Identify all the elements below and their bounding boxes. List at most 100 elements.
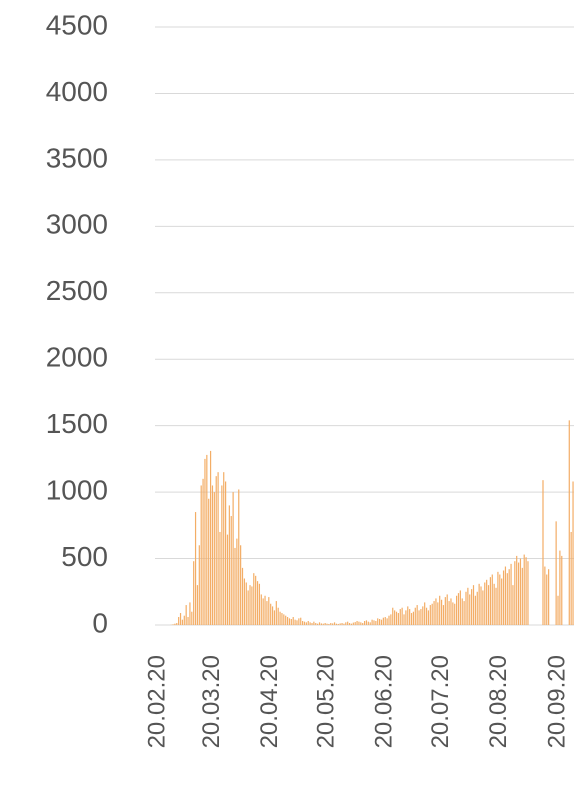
bar bbox=[559, 550, 561, 625]
bar bbox=[356, 621, 358, 625]
bar bbox=[236, 538, 238, 625]
bar bbox=[187, 617, 189, 625]
bar bbox=[395, 611, 398, 625]
bar bbox=[519, 558, 522, 625]
bar bbox=[307, 621, 309, 625]
y-tick-label: 1000 bbox=[46, 475, 108, 506]
bar bbox=[294, 619, 296, 625]
bar bbox=[487, 585, 490, 625]
bar bbox=[172, 624, 174, 625]
bar bbox=[362, 623, 364, 625]
bar bbox=[572, 481, 574, 625]
bar bbox=[234, 547, 236, 625]
bar bbox=[501, 578, 503, 625]
bar bbox=[286, 617, 289, 625]
bar bbox=[208, 498, 210, 625]
bar bbox=[463, 601, 465, 625]
bar bbox=[474, 595, 476, 625]
bar bbox=[194, 512, 197, 625]
bar bbox=[429, 605, 431, 625]
bar bbox=[256, 581, 259, 625]
bar bbox=[191, 611, 193, 625]
bar bbox=[318, 622, 321, 625]
bar bbox=[350, 623, 353, 625]
bar bbox=[328, 623, 330, 625]
bar bbox=[279, 611, 281, 625]
bar bbox=[450, 598, 452, 625]
bar bbox=[174, 623, 176, 625]
bar bbox=[198, 545, 200, 625]
bar bbox=[200, 485, 202, 625]
bar bbox=[527, 561, 529, 625]
bar bbox=[517, 562, 520, 625]
bar bbox=[179, 613, 182, 625]
bar bbox=[255, 575, 257, 625]
bar bbox=[512, 585, 514, 625]
bar bbox=[548, 569, 550, 625]
bar bbox=[425, 607, 428, 625]
bar bbox=[202, 478, 204, 625]
bar bbox=[407, 606, 409, 625]
bar bbox=[523, 554, 525, 625]
bar bbox=[502, 570, 505, 625]
bar bbox=[497, 571, 499, 625]
bar bbox=[482, 590, 484, 625]
bar bbox=[401, 607, 403, 625]
bar bbox=[371, 619, 373, 625]
bar bbox=[332, 623, 334, 625]
bar bbox=[225, 481, 227, 625]
bar bbox=[363, 621, 366, 625]
bar bbox=[185, 605, 187, 625]
bar bbox=[311, 623, 313, 625]
bar bbox=[283, 614, 285, 625]
bar bbox=[480, 586, 482, 625]
bar bbox=[275, 601, 277, 625]
bar bbox=[382, 617, 384, 625]
bar bbox=[439, 595, 441, 625]
bar bbox=[266, 601, 268, 625]
bar bbox=[183, 615, 185, 625]
bar bbox=[454, 603, 456, 625]
bar bbox=[347, 621, 349, 625]
bar bbox=[230, 516, 232, 625]
bar bbox=[471, 589, 473, 625]
bar bbox=[444, 597, 446, 625]
bar bbox=[181, 619, 184, 625]
bar bbox=[388, 615, 390, 625]
bar bbox=[546, 574, 548, 625]
bar bbox=[271, 606, 274, 625]
bar bbox=[568, 420, 570, 625]
bar bbox=[324, 623, 326, 625]
bar bbox=[243, 578, 245, 625]
bar bbox=[320, 623, 322, 625]
bar bbox=[380, 619, 383, 625]
bar bbox=[290, 619, 292, 625]
bar bbox=[343, 623, 345, 625]
bar bbox=[416, 605, 418, 625]
bar bbox=[469, 594, 471, 625]
bar bbox=[446, 594, 448, 625]
bar bbox=[409, 609, 411, 625]
bar bbox=[525, 557, 527, 625]
bar bbox=[422, 606, 424, 625]
bar bbox=[302, 621, 304, 625]
bar bbox=[365, 620, 368, 625]
bar bbox=[178, 617, 180, 625]
bar bbox=[360, 622, 362, 625]
bar bbox=[440, 599, 443, 625]
bar bbox=[542, 480, 544, 625]
bar bbox=[176, 623, 178, 625]
bar bbox=[253, 573, 255, 625]
bar bbox=[448, 601, 450, 625]
bar bbox=[238, 489, 240, 625]
bar bbox=[384, 617, 386, 625]
bar bbox=[333, 622, 336, 625]
bar bbox=[337, 623, 339, 625]
bar bbox=[292, 617, 294, 625]
bar bbox=[506, 573, 508, 625]
bar bbox=[544, 566, 546, 625]
bar bbox=[508, 569, 510, 625]
bar bbox=[298, 618, 300, 625]
bar bbox=[270, 603, 272, 625]
